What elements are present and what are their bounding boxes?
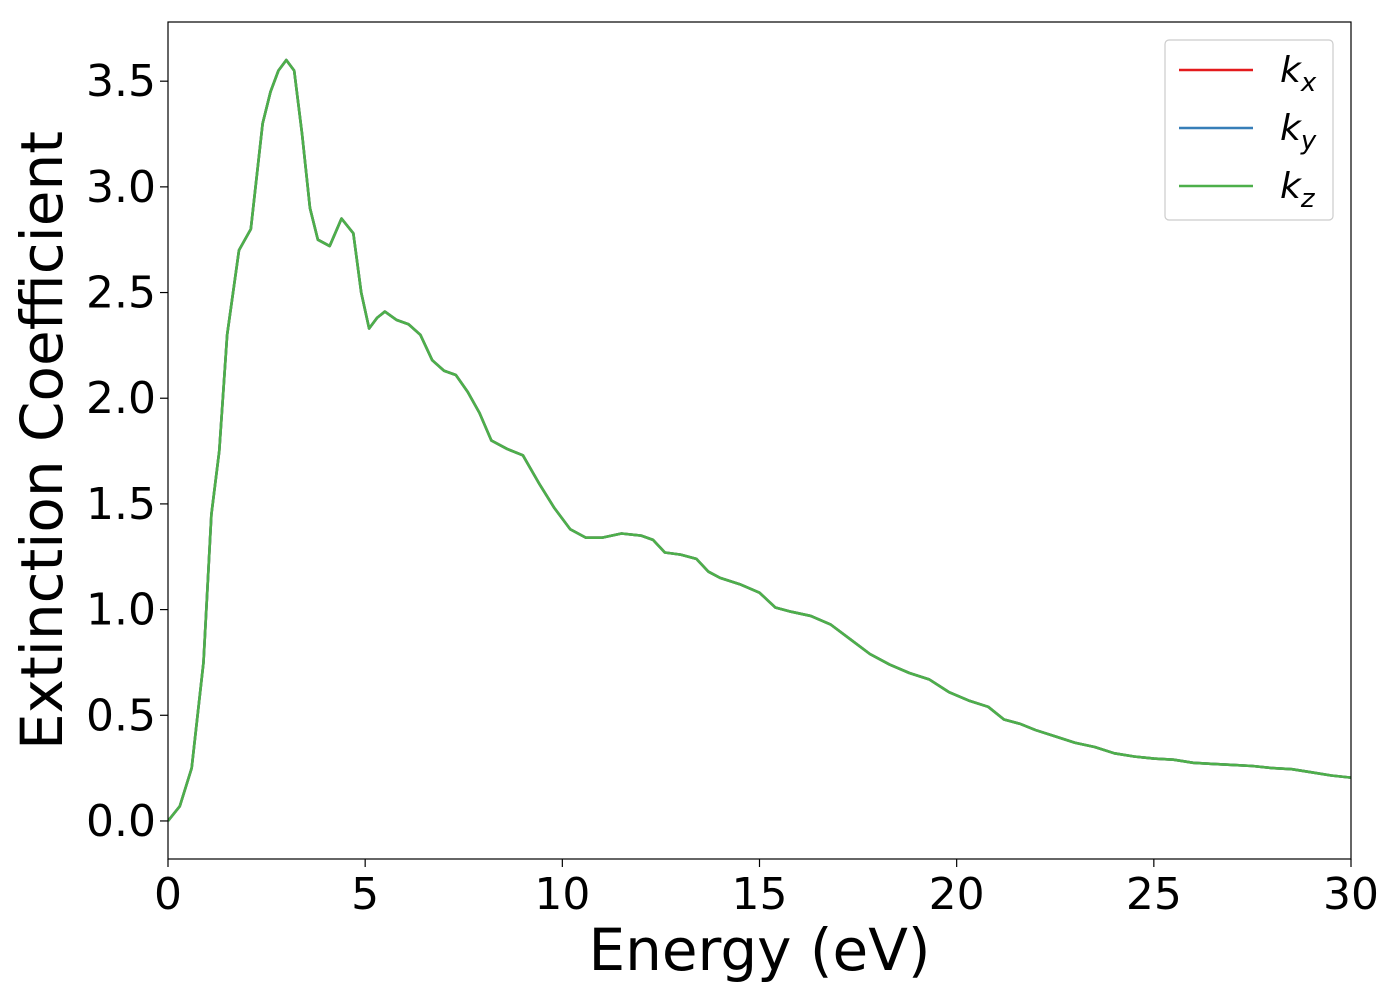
y-tick-label: 1.5 (86, 479, 156, 530)
series-layer (168, 58, 1351, 822)
x-axis-title: Energy (eV) (588, 916, 930, 984)
y-tick-label: 2.0 (86, 373, 156, 424)
y-axis-ticks: 0.0 0.5 1.0 1.5 2.0 2.5 3.0 3.5 (86, 56, 168, 847)
x-tick-label: 0 (154, 869, 182, 920)
y-tick-label: 3.5 (86, 56, 156, 107)
series-line-kz (168, 58, 1351, 822)
y-axis-title: Extinction Coefficient (8, 131, 76, 750)
x-axis-ticks: 0 5 10 15 20 25 30 (154, 859, 1379, 920)
x-tick-label: 15 (732, 869, 788, 920)
y-tick-label: 2.5 (86, 268, 156, 319)
x-tick-label: 20 (929, 869, 985, 920)
legend-box (1164, 39, 1334, 221)
y-tick-label: 1.0 (86, 585, 156, 636)
x-tick-label: 25 (1126, 869, 1182, 920)
x-tick-label: 10 (534, 869, 590, 920)
x-tick-label: 5 (351, 869, 379, 920)
x-tick-label: 30 (1323, 869, 1379, 920)
y-tick-label: 0.0 (86, 796, 156, 847)
y-tick-label: 0.5 (86, 690, 156, 741)
y-tick-label: 3.0 (86, 162, 156, 213)
